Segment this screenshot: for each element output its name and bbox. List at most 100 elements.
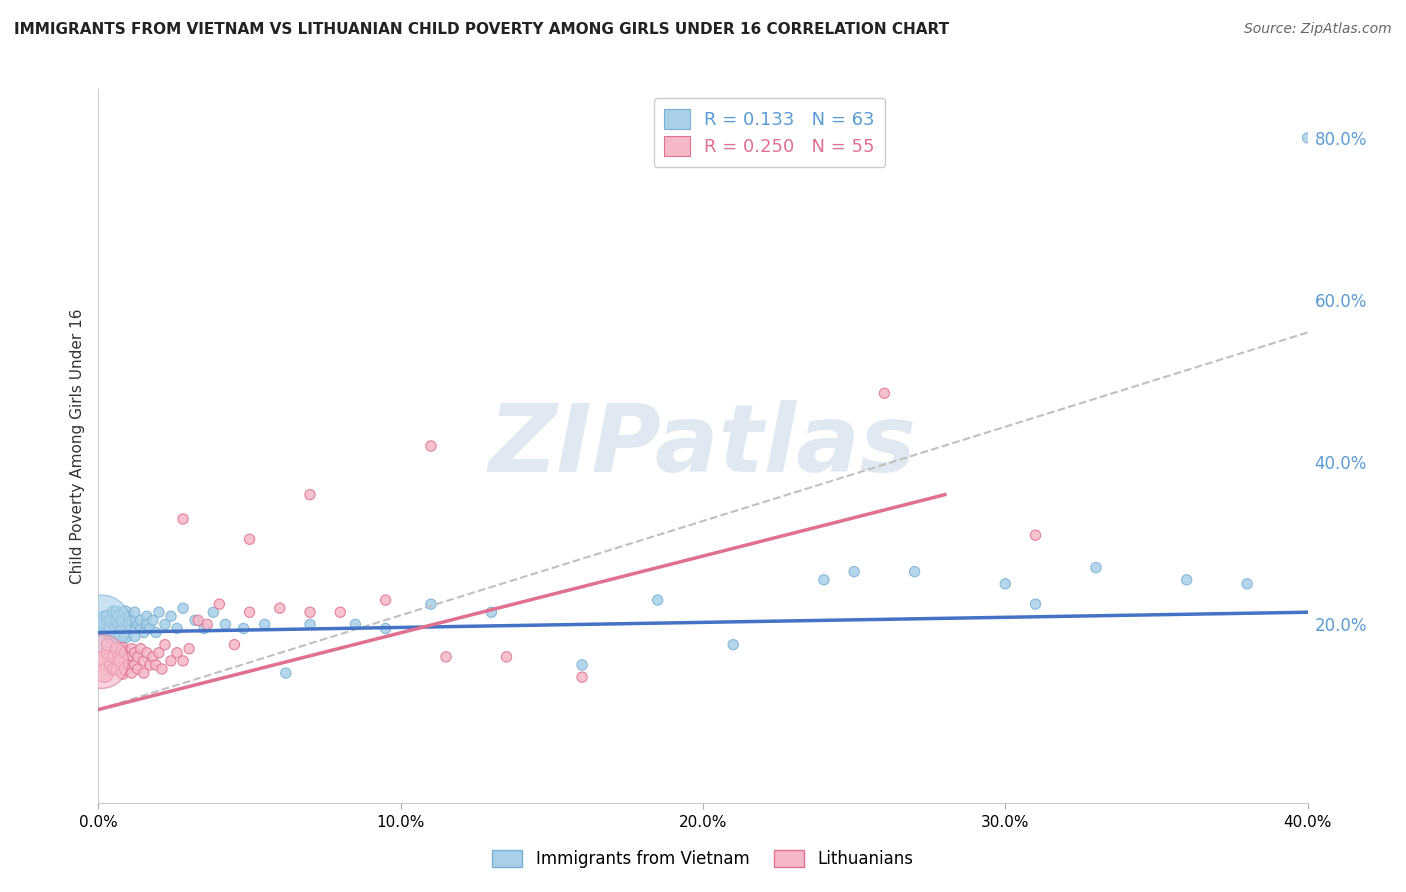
Point [121,666,143,681]
Point [118,609,141,624]
Point [232,622,254,636]
Point [129,613,152,627]
Point [1024,597,1046,611]
Point [299,605,322,619]
Point [103,649,125,664]
Point [124,657,146,672]
Point [172,512,194,526]
Point [108,654,131,668]
Point [139,657,162,672]
Point [166,622,188,636]
Point [118,657,141,672]
Point [105,662,128,676]
Point [114,630,136,644]
Point [1024,528,1046,542]
Point [135,609,157,624]
Point [132,666,155,681]
Y-axis label: Child Poverty Among Girls Under 16: Child Poverty Among Girls Under 16 [69,309,84,583]
Point [114,605,136,619]
Legend: Immigrants from Vietnam, Lithuanians: Immigrants from Vietnam, Lithuanians [485,843,921,875]
Point [100,657,122,672]
Point [90,654,112,668]
Point [132,654,155,668]
Point [93,622,115,636]
Point [166,646,188,660]
Point [1296,131,1319,145]
Point [96,609,118,624]
Point [202,605,225,619]
Point [253,617,276,632]
Point [118,617,141,632]
Point [127,662,149,676]
Point [124,630,146,644]
Point [124,646,146,660]
Point [434,649,457,664]
Point [150,662,173,676]
Point [184,613,207,627]
Point [124,605,146,619]
Point [135,646,157,660]
Point [329,605,352,619]
Point [571,670,593,684]
Point [193,622,215,636]
Point [160,654,183,668]
Point [844,565,866,579]
Point [105,622,128,636]
Point [111,613,134,627]
Point [90,654,112,668]
Point [723,638,745,652]
Point [96,638,118,652]
Point [239,605,262,619]
Point [127,649,149,664]
Point [111,622,134,636]
Point [114,646,136,660]
Point [93,666,115,681]
Point [214,617,236,632]
Point [224,638,246,652]
Point [145,625,167,640]
Point [93,613,115,627]
Point [1236,577,1258,591]
Point [1085,560,1108,574]
Point [299,617,322,632]
Point [179,641,201,656]
Point [172,654,194,668]
Point [108,617,131,632]
Point [145,657,167,672]
Point [813,573,835,587]
Point [129,622,152,636]
Point [139,622,162,636]
Point [299,488,322,502]
Text: ZIPatlas: ZIPatlas [489,400,917,492]
Point [239,533,262,547]
Point [103,605,125,619]
Point [187,613,209,627]
Point [111,666,134,681]
Point [121,622,143,636]
Point [108,649,131,664]
Point [121,641,143,656]
Point [994,577,1017,591]
Point [142,613,165,627]
Point [105,641,128,656]
Point [374,593,396,607]
Point [374,622,396,636]
Point [153,638,176,652]
Point [274,666,297,681]
Point [420,439,443,453]
Point [129,641,152,656]
Point [647,593,669,607]
Point [105,613,128,627]
Point [904,565,927,579]
Point [100,622,122,636]
Point [100,613,122,627]
Point [153,617,176,632]
Point [114,662,136,676]
Point [90,617,112,632]
Point [344,617,367,632]
Point [105,605,128,619]
Text: Source: ZipAtlas.com: Source: ZipAtlas.com [1244,22,1392,37]
Point [571,657,593,672]
Point [208,597,231,611]
Point [90,617,112,632]
